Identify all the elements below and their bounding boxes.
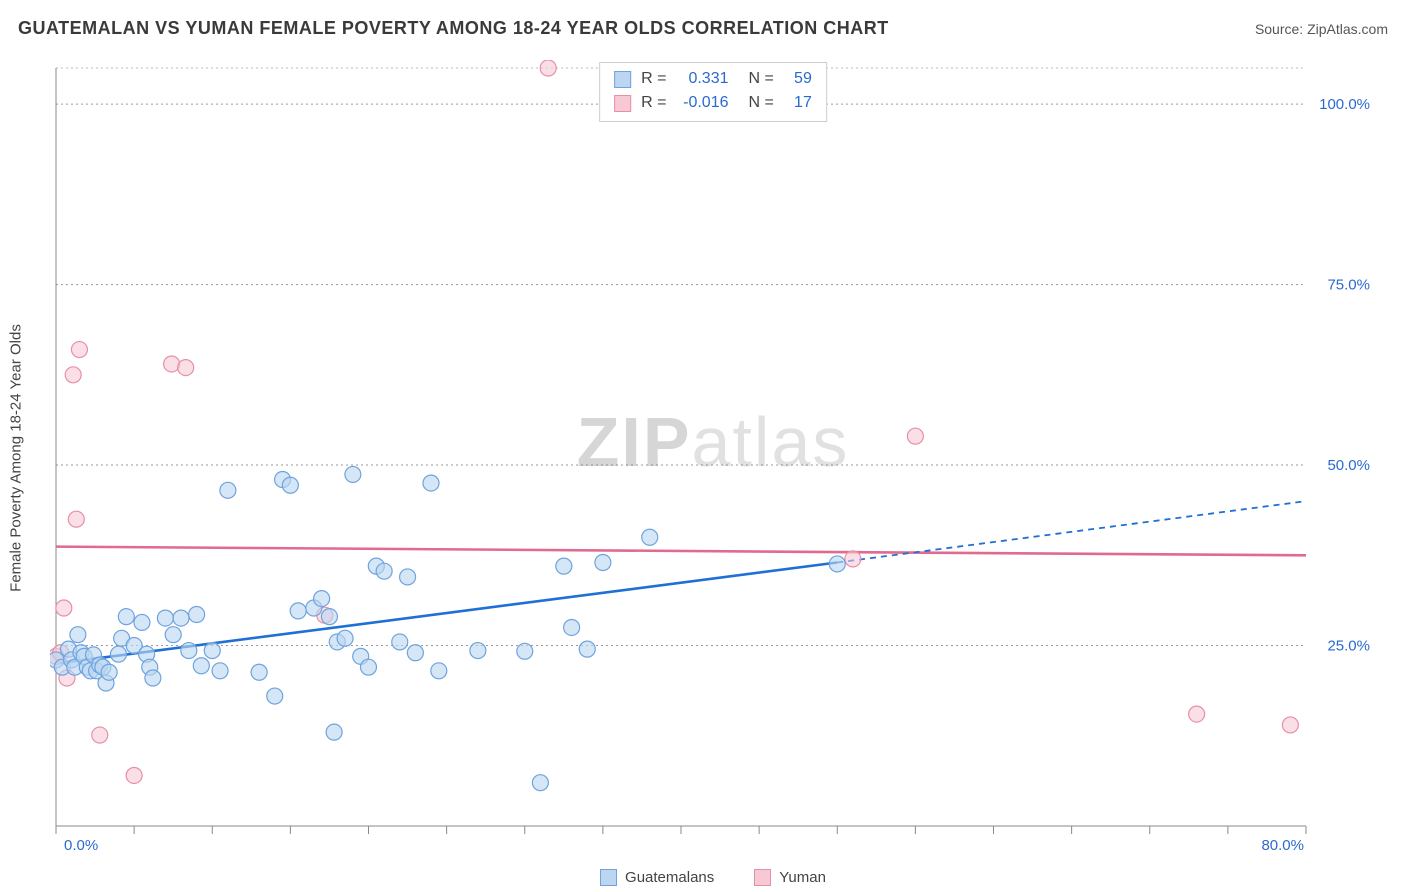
n-label: N = — [749, 91, 774, 115]
legend-label: Yuman — [779, 869, 826, 886]
source-credit: Source: ZipAtlas.com — [1255, 21, 1388, 37]
legend-item: Guatemalans — [600, 869, 714, 886]
legend-swatch — [614, 71, 631, 88]
svg-text:100.0%: 100.0% — [1319, 96, 1370, 113]
svg-text:80.0%: 80.0% — [1261, 837, 1304, 854]
chart-area: Female Poverty Among 18-24 Year Olds 25.… — [50, 60, 1376, 856]
legend-row: R = 0.331 N = 59 — [614, 67, 812, 91]
series-legend: Guatemalans Yuman — [50, 869, 1376, 886]
legend-swatch — [614, 95, 631, 112]
y-axis-label: Female Poverty Among 18-24 Year Olds — [8, 324, 25, 592]
scatter-plot: 25.0% 50.0% 75.0% 100.0% 0.0% 80.0% — [50, 60, 1376, 856]
legend-label: Guatemalans — [625, 869, 714, 886]
legend-item: Yuman — [754, 869, 826, 886]
r-value: 0.331 — [677, 67, 729, 91]
legend-swatch — [600, 869, 617, 886]
svg-text:25.0%: 25.0% — [1327, 638, 1370, 655]
svg-text:0.0%: 0.0% — [64, 837, 98, 854]
n-value: 17 — [784, 91, 812, 115]
svg-text:75.0%: 75.0% — [1327, 277, 1370, 294]
n-value: 59 — [784, 67, 812, 91]
svg-text:50.0%: 50.0% — [1327, 457, 1370, 474]
page-title: GUATEMALAN VS YUMAN FEMALE POVERTY AMONG… — [18, 18, 889, 39]
r-value: -0.016 — [677, 91, 729, 115]
r-label: R = — [641, 91, 666, 115]
legend-swatch — [754, 869, 771, 886]
correlation-legend: R = 0.331 N = 59 R = -0.016 N = 17 — [599, 62, 827, 122]
r-label: R = — [641, 67, 666, 91]
legend-row: R = -0.016 N = 17 — [614, 91, 812, 115]
n-label: N = — [749, 67, 774, 91]
